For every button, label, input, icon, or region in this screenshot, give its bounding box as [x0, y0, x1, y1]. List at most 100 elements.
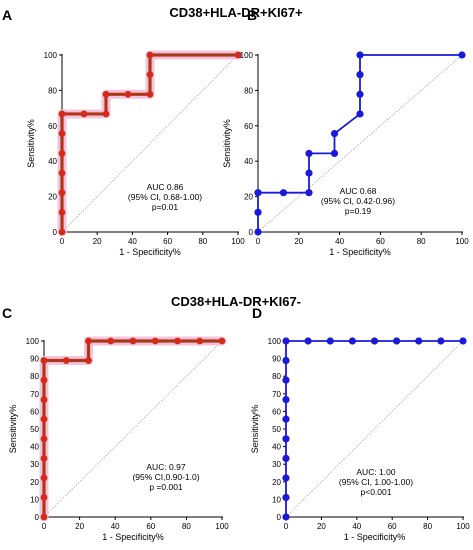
- row-title-bottom: CD38+HLA-DR+KI67-: [171, 294, 301, 309]
- roc-point: [282, 337, 290, 345]
- y-axis-label: Sensitivity%: [222, 119, 232, 168]
- roc-point: [218, 337, 226, 345]
- reference-diagonal: [61, 54, 239, 233]
- x-tick-label: 60: [163, 237, 172, 246]
- auc-annotation-line: AUC: 1.00: [356, 467, 395, 477]
- roc-point: [458, 51, 466, 59]
- auc-annotation-line: p=0.19: [345, 206, 372, 216]
- roc-point: [85, 337, 92, 345]
- y-tick-label: 60: [272, 407, 281, 416]
- roc-point: [40, 415, 48, 423]
- y-tick-label: 50: [30, 425, 39, 434]
- y-tick-label: 80: [30, 372, 39, 381]
- roc-point: [282, 415, 290, 423]
- y-tick-label: 30: [272, 460, 281, 469]
- auc-annotation-line: (95% CI, 0.68-1.00): [128, 192, 202, 202]
- roc-point: [254, 208, 262, 216]
- roc-point: [107, 337, 115, 345]
- y-tick-label: 10: [30, 495, 39, 504]
- auc-annotation-line: AUC 0.68: [340, 186, 377, 196]
- y-tick-label: 60: [30, 407, 39, 416]
- y-tick-label: 30: [30, 460, 39, 469]
- roc-point: [40, 357, 48, 364]
- x-tick-label: 40: [128, 237, 137, 246]
- roc-point: [58, 130, 66, 137]
- x-axis-label: 1 - Specificity%: [329, 247, 391, 257]
- roc-point: [234, 51, 242, 59]
- x-axis-label: 1 - Specificity%: [119, 247, 181, 257]
- y-tick-label: 0: [249, 228, 254, 237]
- roc-point: [282, 474, 290, 482]
- x-tick-label: 80: [198, 237, 207, 246]
- x-tick-label: 0: [60, 237, 65, 246]
- x-tick-label: 100: [455, 237, 469, 246]
- y-tick-label: 80: [244, 86, 253, 95]
- y-tick-label: 40: [48, 157, 57, 166]
- y-tick-label: 100: [268, 337, 282, 346]
- roc-point: [254, 228, 262, 236]
- x-tick-label: 80: [417, 237, 426, 246]
- roc-point: [356, 110, 364, 118]
- roc-point: [40, 494, 48, 501]
- auc-annotation-line: AUC: 0.97: [146, 462, 185, 472]
- roc-point: [330, 149, 339, 158]
- y-tick-label: 50: [272, 425, 281, 434]
- roc-point: [356, 90, 364, 98]
- y-tick-label: 70: [30, 390, 39, 399]
- roc-point: [437, 337, 445, 345]
- y-tick-label: 70: [272, 390, 281, 399]
- roc-point: [282, 454, 290, 462]
- y-tick-label: 80: [272, 372, 281, 381]
- y-tick-label: 20: [244, 193, 253, 202]
- roc-point: [174, 337, 181, 345]
- roc-point: [305, 149, 313, 158]
- roc-point: [129, 337, 137, 345]
- roc-point: [282, 376, 290, 384]
- y-tick-label: 40: [272, 443, 281, 452]
- roc-point: [326, 337, 334, 345]
- roc-point: [80, 110, 88, 118]
- y-tick-label: 0: [53, 228, 58, 237]
- roc-point: [305, 169, 313, 177]
- roc-point: [459, 337, 467, 345]
- roc-point: [40, 454, 48, 462]
- roc-point: [305, 189, 313, 197]
- x-tick-label: 100: [215, 522, 229, 531]
- roc-point: [282, 396, 290, 404]
- roc-point: [40, 513, 48, 521]
- roc-point: [146, 71, 154, 79]
- roc-point: [151, 337, 159, 345]
- roc-point: [102, 90, 110, 98]
- roc-panel-d: 0 20 40 60 80 100 0 10 20 30 40 50 60 70 80 90 100 1 - Sp…: [250, 337, 470, 542]
- x-tick-label: 40: [111, 522, 120, 531]
- x-tick-label: 60: [388, 522, 397, 531]
- auc-annotation-line: (95% CI, 1.00-1.00): [339, 477, 413, 487]
- roc-point: [58, 189, 66, 197]
- roc-point: [40, 396, 48, 404]
- auc-annotation-line: p =0.001: [149, 482, 183, 492]
- y-tick-label: 90: [30, 355, 39, 364]
- roc-point: [282, 493, 290, 502]
- x-tick-label: 60: [146, 522, 155, 531]
- roc-point: [196, 337, 204, 345]
- reference-diagonal: [285, 340, 464, 518]
- y-tick-label: 40: [244, 157, 253, 166]
- y-tick-label: 60: [244, 122, 253, 131]
- row-title-top: CD38+HLA-DR+KI67+: [169, 5, 303, 20]
- y-tick-label: 20: [48, 193, 57, 202]
- roc-point: [348, 337, 356, 345]
- y-tick-label: 90: [272, 355, 281, 364]
- roc-point: [356, 51, 364, 59]
- y-tick-label: 20: [30, 478, 39, 487]
- panel-letter-c: C: [2, 305, 12, 321]
- reference-diagonal: [257, 54, 463, 233]
- x-tick-label: 0: [284, 522, 289, 531]
- roc-point: [58, 150, 66, 157]
- roc-point: [282, 435, 290, 443]
- roc-point: [254, 189, 262, 197]
- x-tick-label: 100: [456, 522, 470, 531]
- y-axis-label: Sensitivity%: [26, 119, 36, 168]
- auc-annotation-line: (95% CI,0.90-1.0): [132, 472, 199, 482]
- roc-point: [58, 208, 66, 216]
- roc-point: [279, 189, 288, 197]
